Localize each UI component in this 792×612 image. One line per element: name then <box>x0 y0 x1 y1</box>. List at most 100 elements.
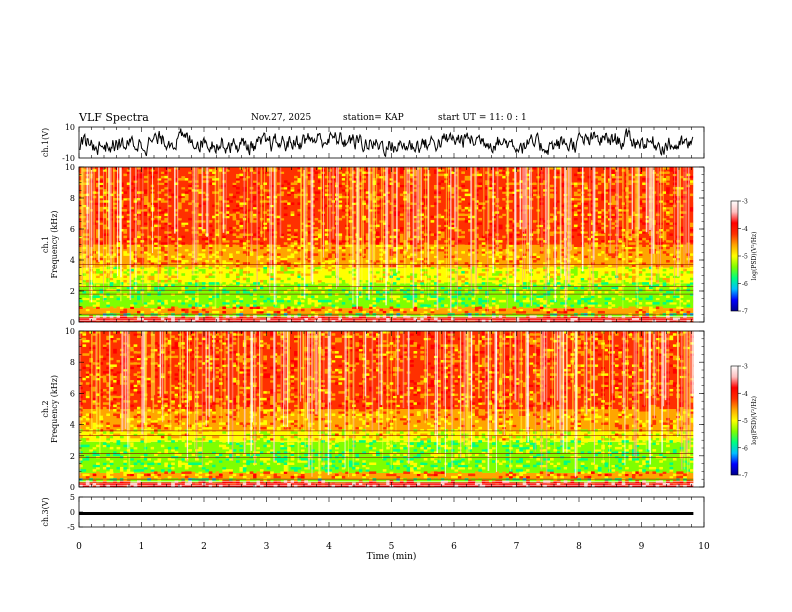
spectrogram-cell <box>96 191 100 194</box>
spectrogram-cell <box>109 299 114 303</box>
spectrogram-cell <box>532 220 537 223</box>
spectrogram-cell <box>532 282 537 285</box>
spectrogram-cell <box>471 169 476 172</box>
spectrogram-cell <box>157 266 162 270</box>
spectrogram-cell <box>130 268 134 272</box>
spectrogram-cell <box>212 178 216 181</box>
spectrogram-cell <box>522 310 527 314</box>
spectrogram-cell <box>352 215 356 219</box>
spectrogram-cell <box>570 182 575 186</box>
spectrogram-cell <box>147 231 151 234</box>
spectrogram-cell <box>416 209 421 212</box>
spectrogram-cell <box>89 198 93 201</box>
spectrogram-cell <box>457 204 462 208</box>
spectrogram-cell <box>229 244 233 248</box>
spectrogram-cell <box>375 235 380 239</box>
spectrogram-cell <box>307 242 312 245</box>
spectrogram-cell <box>143 186 148 190</box>
spectrogram-cell <box>478 306 483 310</box>
spectrogram-cell <box>280 178 285 181</box>
spectrogram-cell <box>181 262 186 265</box>
spectrogram-cell <box>502 255 506 259</box>
spectrogram-cell <box>215 229 220 232</box>
spectrogram-cell <box>478 264 483 267</box>
spectrogram-cell <box>215 266 220 270</box>
spectrogram-cell <box>406 231 411 234</box>
spectrogram-cell <box>171 244 175 248</box>
spectrogram-cell <box>509 233 513 236</box>
spectrogram-cell <box>205 251 210 254</box>
spectrogram-cell <box>160 291 165 294</box>
spectrogram-cell <box>375 271 380 274</box>
spectrogram-cell <box>352 264 356 267</box>
spectrogram-cell <box>485 224 489 228</box>
spectrogram-cell <box>396 202 401 205</box>
spectrogram-cell <box>198 173 203 177</box>
spectrogram-cell <box>266 229 271 232</box>
spectrogram-cell <box>515 224 520 228</box>
spectrogram-cell <box>280 308 285 312</box>
spectrogram-cell <box>515 235 520 239</box>
spectrogram-cell <box>597 224 602 228</box>
spectrogram-cell <box>157 308 162 312</box>
spectrogram-cell <box>399 224 404 228</box>
spectrogram-cell <box>184 248 189 252</box>
spectrogram-cell <box>447 167 452 170</box>
spectrogram-cell <box>352 178 356 181</box>
spectrogram-cell <box>157 175 162 179</box>
spectrogram-cell <box>246 262 250 265</box>
spectrogram-cell <box>471 242 476 245</box>
spectrogram-cell <box>294 273 298 276</box>
spectrogram-cell <box>113 257 117 261</box>
spectrogram-cell <box>239 195 244 199</box>
spectrogram-cell <box>232 182 237 186</box>
spectrogram-cell <box>382 211 387 214</box>
spectrogram-cell <box>171 277 175 281</box>
spectrogram-cell <box>464 182 469 186</box>
spectrogram-cell <box>570 262 575 265</box>
spectrogram-cell <box>256 226 261 230</box>
spectrogram-cell <box>294 180 298 183</box>
spectrogram-cell <box>410 209 414 212</box>
spectrogram-cell <box>410 308 414 312</box>
spectrogram-cell <box>399 275 404 279</box>
spectrogram-cell <box>256 211 261 214</box>
spectrogram-cell <box>382 169 387 172</box>
spectrogram-cell <box>430 220 435 223</box>
spectrogram-cell <box>160 224 165 228</box>
spectrogram-cell <box>403 297 407 301</box>
spectrogram-cell <box>495 297 500 301</box>
spectrogram-cell <box>167 310 172 314</box>
spectrogram-cell <box>208 233 213 236</box>
spectrogram-cell <box>188 222 192 225</box>
spectrogram-cell <box>229 268 233 272</box>
spectrogram-cell <box>239 215 244 219</box>
spectrogram-cell <box>468 169 472 172</box>
spectrogram-cell <box>471 251 476 254</box>
spectrogram-cell <box>481 304 486 307</box>
spectrogram-cell <box>307 277 312 281</box>
spectrogram-cell <box>341 237 346 241</box>
spectrogram-cell <box>195 284 199 287</box>
spectrogram-cell <box>294 191 298 194</box>
spectrogram-cell <box>420 220 425 223</box>
spectrogram-cell <box>195 266 199 270</box>
spectrogram-cell <box>393 204 397 208</box>
spectrogram-cell <box>164 279 169 283</box>
spectrogram-cell <box>433 195 438 199</box>
spectrogram-cell <box>406 304 411 307</box>
spectrogram-cell <box>253 167 257 170</box>
spectrogram-cell <box>82 310 87 314</box>
spectrogram-cell <box>123 299 128 303</box>
spectrogram-cell <box>297 209 302 212</box>
spectrogram-cell <box>362 184 367 188</box>
spectrogram-cell <box>457 257 462 261</box>
spectrogram-cell <box>464 310 469 314</box>
spectrogram-cell <box>464 284 469 287</box>
spectrogram-cell <box>451 262 455 265</box>
spectrogram-cell <box>430 310 435 314</box>
spectrogram-cell <box>225 226 230 230</box>
spectrogram-cell <box>410 240 414 243</box>
spectrogram-cell <box>560 182 564 186</box>
spectrogram-cell <box>352 248 356 252</box>
